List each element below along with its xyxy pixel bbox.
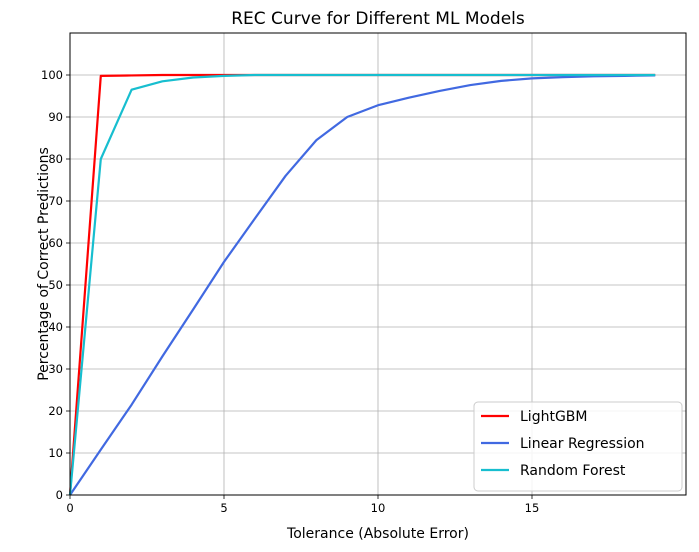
y-axis-label: Percentage of Correct Predictions bbox=[36, 147, 52, 381]
x-tick-label: 5 bbox=[220, 501, 227, 515]
y-tick-label: 80 bbox=[48, 152, 63, 166]
y-tick-label: 40 bbox=[48, 320, 63, 334]
x-tick-label: 10 bbox=[371, 501, 386, 515]
series-lines bbox=[68, 73, 656, 496]
x-tick-label: 0 bbox=[66, 501, 73, 515]
y-tick-label: 90 bbox=[48, 110, 63, 124]
y-tick-label: 60 bbox=[48, 236, 63, 250]
x-axis-label: Tolerance (Absolute Error) bbox=[286, 526, 469, 542]
legend-label-random-forest: Random Forest bbox=[520, 463, 626, 479]
ticks: 0 5 10 15 0 10 20 30 40 50 60 70 80 90 100 bbox=[41, 68, 539, 515]
y-tick-label: 10 bbox=[48, 446, 63, 460]
y-tick-label: 100 bbox=[41, 68, 63, 82]
legend-label-lightgbm: LightGBM bbox=[520, 409, 587, 425]
y-tick-label: 0 bbox=[56, 488, 63, 502]
y-tick-label: 70 bbox=[48, 194, 63, 208]
legend-label-linear-regression: Linear Regression bbox=[520, 436, 645, 452]
series-line-linear-regression bbox=[69, 74, 656, 496]
legend-frame bbox=[473, 401, 683, 492]
x-tick-label: 15 bbox=[525, 501, 540, 515]
y-tick-label: 30 bbox=[48, 362, 63, 376]
series-line-random-forest bbox=[68, 73, 656, 496]
chart-title: REC Curve for Different ML Models bbox=[231, 9, 525, 29]
legend: LightGBM Linear Regression Random Forest bbox=[473, 401, 683, 492]
y-tick-label: 50 bbox=[48, 278, 63, 292]
y-tick-label: 20 bbox=[48, 404, 63, 418]
